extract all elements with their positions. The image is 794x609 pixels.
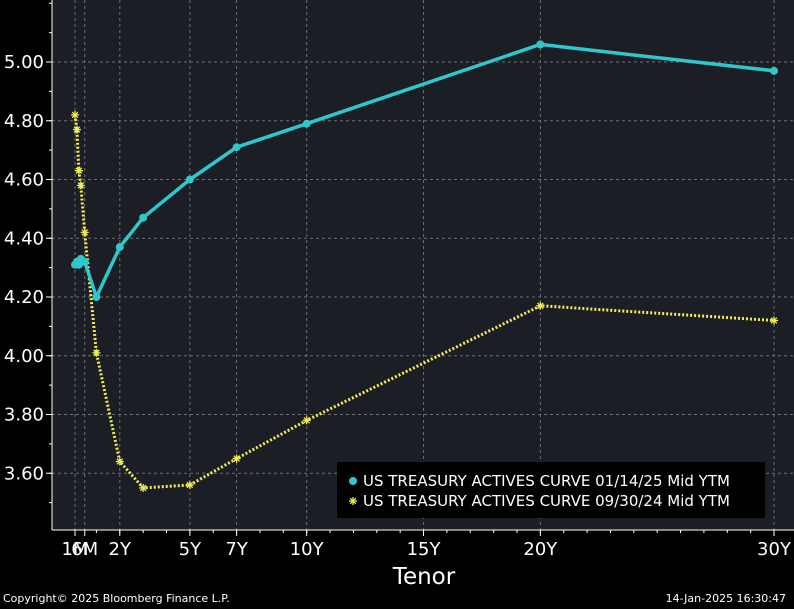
- timestamp-text: 14-Jan-2025 16:30:47: [665, 592, 786, 605]
- y-tick-label: 4.20: [4, 287, 44, 308]
- data-point: [139, 483, 148, 492]
- legend-label: US TREASURY ACTIVES CURVE 01/14/25 Mid Y…: [363, 472, 730, 490]
- y-tick-label: 5.00: [4, 52, 44, 73]
- data-point: [80, 228, 89, 237]
- plot-background: [52, 0, 794, 530]
- x-tick-label: 5Y: [179, 539, 202, 560]
- x-tick-label: 1M: [62, 539, 89, 560]
- legend-label: US TREASURY ACTIVES CURVE 09/30/24 Mid Y…: [363, 492, 730, 510]
- data-point: [115, 243, 124, 252]
- x-tick-label: 2Y: [109, 539, 132, 560]
- data-point: [139, 213, 148, 222]
- data-point: [185, 481, 194, 489]
- series-0: [71, 40, 778, 301]
- x-tick-label: 7Y: [225, 539, 248, 560]
- y-tick-label: 4.40: [4, 228, 44, 249]
- data-point: [770, 316, 778, 325]
- y-tick-label: 3.60: [4, 463, 44, 484]
- x-axis-title: Tenor: [392, 564, 456, 590]
- legend-marker: [349, 477, 357, 485]
- data-point: [232, 143, 241, 152]
- data-point: [74, 166, 83, 175]
- data-point: [72, 125, 81, 134]
- data-point: [770, 66, 778, 75]
- data-point: [185, 175, 194, 184]
- x-tick-label: 6M: [71, 539, 98, 560]
- x-tick-label: 30Y: [757, 539, 792, 560]
- data-point: [115, 457, 124, 466]
- data-point: [80, 257, 89, 266]
- series-layer: [71, 40, 778, 492]
- x-tick-label: 10Y: [290, 539, 325, 560]
- y-tick-label: 4.60: [4, 170, 44, 191]
- y-axis-ticks: 3.60 3.80 4.00 4.20 4.40 4.60 4.80 5.00: [4, 2, 52, 504]
- y-tick-label: 4.80: [4, 111, 44, 132]
- data-point: [536, 40, 545, 49]
- data-point: [92, 348, 101, 357]
- series-1: [71, 110, 778, 492]
- data-point: [302, 119, 311, 128]
- data-point: [536, 301, 545, 310]
- y-tick-label: 3.80: [4, 405, 44, 426]
- data-point: [302, 416, 311, 425]
- copyright-text: Copyright© 2025 Bloomberg Finance L.P.: [3, 592, 230, 605]
- data-point: [92, 293, 101, 301]
- legend-marker: [349, 497, 357, 505]
- x-tick-label: 15Y: [407, 539, 442, 560]
- data-point: [71, 110, 79, 119]
- data-point: [76, 181, 85, 190]
- y-tick-label: 4.00: [4, 346, 44, 367]
- data-point: [232, 454, 241, 463]
- axes: [51, 0, 794, 531]
- legend: US TREASURY ACTIVES CURVE 01/14/25 Mid Y…: [337, 462, 765, 518]
- legend-box: [337, 462, 765, 518]
- x-tick-label: 20Y: [523, 539, 558, 560]
